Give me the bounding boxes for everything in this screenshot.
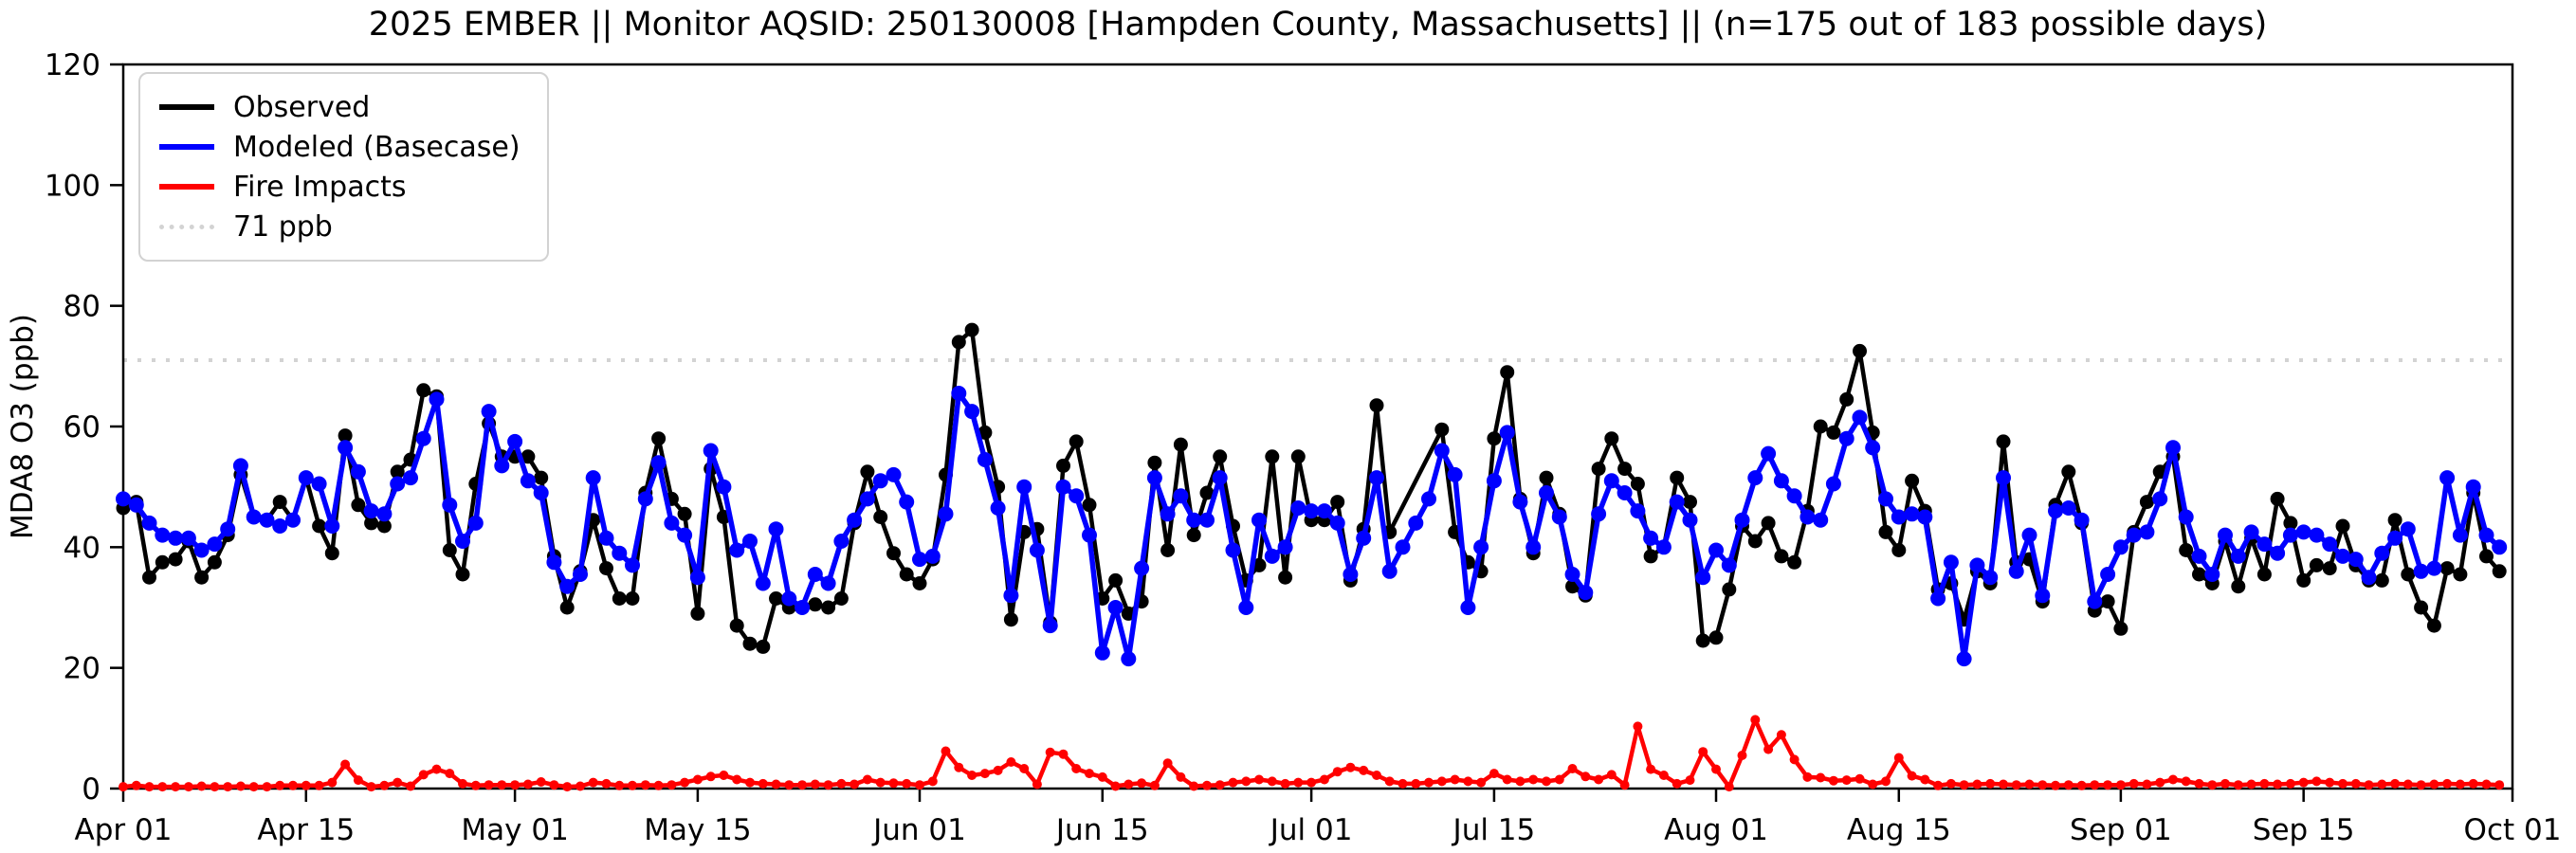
- fire-impacts-series: [119, 715, 2505, 792]
- svg-text:Sep 15: Sep 15: [2253, 813, 2355, 847]
- y-axis-label: MDA8 O3 (ppb): [6, 314, 40, 539]
- legend-item-fire: Fire Impacts: [159, 167, 521, 207]
- svg-text:40: 40: [64, 531, 100, 565]
- svg-text:Jun 15: Jun 15: [1054, 813, 1149, 847]
- legend-item-threshold: 71 ppb: [159, 207, 521, 246]
- svg-text:Jun 01: Jun 01: [871, 813, 966, 847]
- svg-text:120: 120: [45, 48, 100, 82]
- svg-text:20: 20: [64, 652, 100, 686]
- legend-label-modeled: Modeled (Basecase): [233, 130, 521, 164]
- legend-label-observed: Observed: [233, 90, 371, 124]
- modeled-basecase--series: [116, 386, 2508, 667]
- x-axis: Apr 01 Apr 15 May 01 May 15 Jun 01 Jun 15 Jul …: [75, 789, 2562, 847]
- legend-item-observed: Observed: [159, 87, 521, 127]
- y-axis: 0 20 40 60 80 100 120: [45, 48, 123, 807]
- svg-text:60: 60: [64, 410, 100, 445]
- observed-line-swatch: [159, 104, 214, 110]
- svg-text:Aug 15: Aug 15: [1847, 813, 1951, 847]
- svg-text:May 01: May 01: [461, 813, 568, 847]
- svg-text:0: 0: [82, 772, 100, 807]
- chart-title: 2025 EMBER || Monitor AQSID: 250130008 […: [368, 6, 2268, 44]
- svg-text:Sep 01: Sep 01: [2070, 813, 2172, 847]
- svg-text:Jul 15: Jul 15: [1452, 813, 1536, 847]
- fire-line-swatch: [159, 184, 214, 190]
- svg-text:Jul 01: Jul 01: [1269, 813, 1353, 847]
- svg-text:May 15: May 15: [644, 813, 751, 847]
- svg-text:100: 100: [45, 169, 100, 203]
- legend-label-threshold: 71 ppb: [233, 209, 333, 244]
- legend-item-modeled: Modeled (Basecase): [159, 127, 521, 167]
- legend: Observed Modeled (Basecase) Fire Impacts…: [138, 72, 549, 262]
- svg-text:Aug 01: Aug 01: [1664, 813, 1768, 847]
- observed-series: [116, 322, 2507, 654]
- modeled-line-swatch: [159, 144, 214, 150]
- threshold-line-swatch: [159, 224, 214, 229]
- svg-text:Apr 01: Apr 01: [75, 813, 173, 847]
- legend-label-fire: Fire Impacts: [233, 170, 407, 204]
- svg-text:80: 80: [64, 290, 100, 324]
- svg-text:Oct 01: Oct 01: [2464, 813, 2562, 847]
- svg-text:Apr 15: Apr 15: [257, 813, 355, 847]
